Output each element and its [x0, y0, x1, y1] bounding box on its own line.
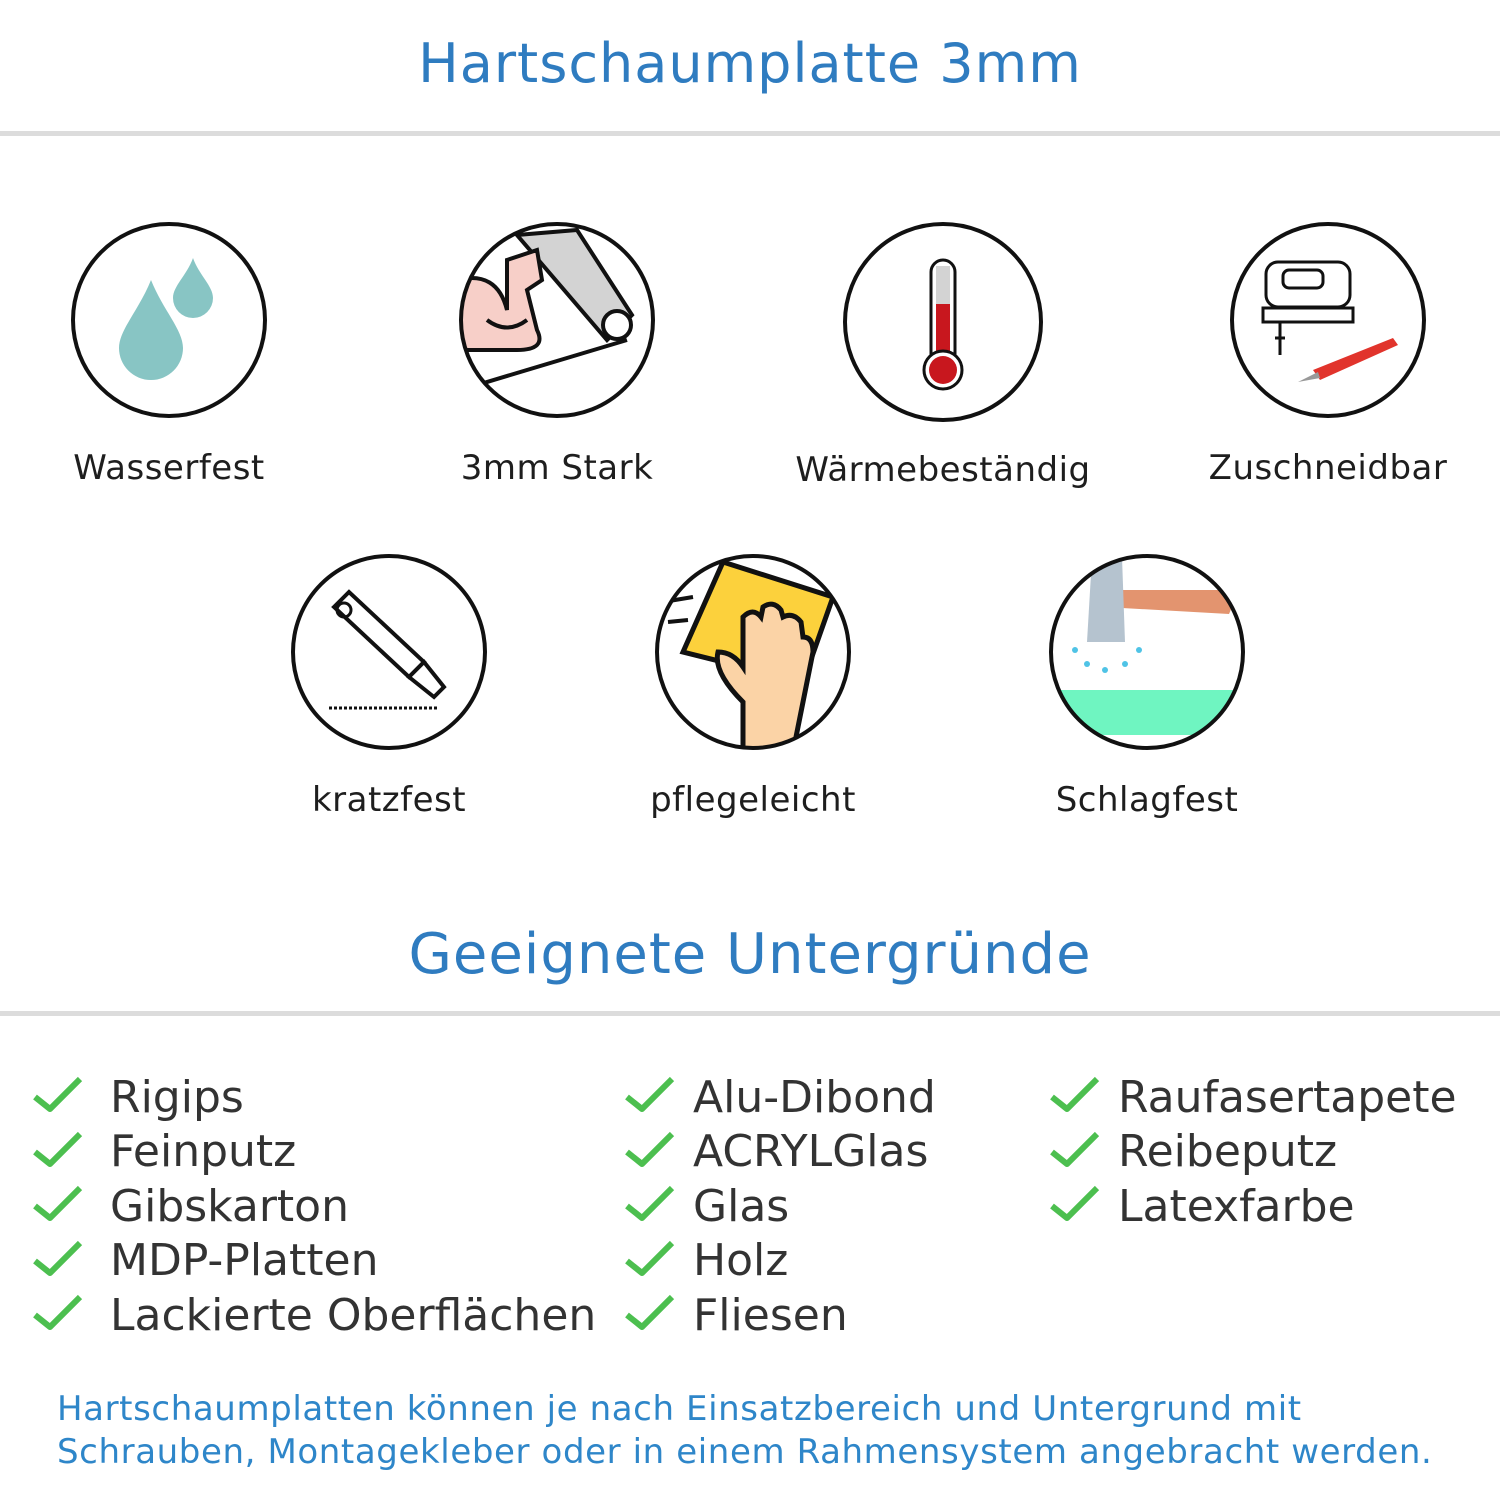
cutter-knife-icon [291, 554, 487, 750]
surface-item: Lackierte Oberflächen [33, 1288, 596, 1343]
feature-label: Wärmebeständig [795, 450, 1091, 490]
surface-label: ACRYLGlas [693, 1126, 929, 1178]
cleaning-hand-icon [655, 554, 851, 750]
surface-label: Holz [693, 1235, 789, 1287]
footer-line: Schrauben, Montagekleber oder in einem R… [57, 1432, 1433, 1472]
feature-label: Zuschneidbar [1208, 448, 1448, 488]
surface-item: ACRYLGlas [625, 1125, 936, 1180]
surface-label: Reibeputz [1118, 1126, 1338, 1178]
surface-label: Latexfarbe [1118, 1180, 1355, 1232]
footer-line: Hartschaumplatten können je nach Einsatz… [57, 1389, 1302, 1429]
feature-label: Wasserfest [73, 448, 265, 488]
surface-item: Raufasertapete [1050, 1070, 1457, 1125]
footer-note: Hartschaumplatten können je nach Einsatz… [57, 1388, 1432, 1474]
feature-label: Schlagfest [1055, 780, 1239, 820]
feature-schlagfest: Schlagfest [967, 552, 1327, 820]
check-icon [1050, 1186, 1100, 1222]
feature-waermebestaendig: Wärmebeständig [763, 222, 1123, 490]
feature-wasserfest: Wasserfest [0, 220, 349, 488]
surface-item: Reibeputz [1050, 1125, 1457, 1180]
surface-item: Alu-Dibond [625, 1070, 936, 1125]
feature-label: kratzfest [311, 780, 467, 820]
check-icon [625, 1186, 675, 1222]
check-icon [33, 1186, 83, 1222]
thermometer-icon [843, 222, 1043, 422]
check-icon [33, 1131, 83, 1167]
surface-column-3: Raufasertapete Reibeputz Latexfarbe [1050, 1070, 1457, 1234]
check-icon [33, 1077, 83, 1113]
surface-column-2: Alu-Dibond ACRYLGlas Glas Holz Fliesen [625, 1070, 936, 1343]
feature-label: pflegeleicht [650, 780, 856, 820]
surface-item: Latexfarbe [1050, 1179, 1457, 1234]
feature-kratzfest: kratzfest [209, 552, 569, 820]
check-icon [1050, 1131, 1100, 1167]
surface-label: Lackierte Oberflächen [110, 1289, 597, 1341]
water-drops-icon [71, 222, 267, 418]
section-title: Geeignete Untergründe [408, 922, 1092, 987]
surface-item: Feinputz [33, 1125, 596, 1180]
surface-label: Feinputz [110, 1126, 297, 1178]
surface-item: Fliesen [625, 1288, 936, 1343]
surface-item: Gibskarton [33, 1179, 596, 1234]
surface-item: Glas [625, 1179, 936, 1234]
feature-label: 3mm Stark [460, 448, 654, 488]
feature-zuschneidbar: Zuschneidbar [1148, 220, 1500, 488]
page-title: Hartschaumplatte 3mm [418, 32, 1082, 95]
surface-label: Alu-Dibond [693, 1071, 936, 1123]
hammer-icon [1049, 554, 1245, 750]
feature-3mm-stark: 3mm Stark [377, 220, 737, 488]
check-icon [625, 1240, 675, 1276]
surface-label: Raufasertapete [1118, 1071, 1457, 1123]
check-icon [625, 1295, 675, 1331]
surface-label: Glas [693, 1180, 790, 1232]
surface-label: Fliesen [693, 1289, 848, 1341]
divider [0, 1011, 1500, 1016]
divider [0, 131, 1500, 136]
surface-column-1: Rigips Feinputz Gibskarton MDP-Platten Lacki… [33, 1070, 596, 1343]
check-icon [1050, 1077, 1100, 1113]
surface-item: MDP-Platten [33, 1234, 596, 1289]
strong-arm-icon [459, 222, 655, 418]
jigsaw-cutter-icon [1230, 222, 1426, 418]
surface-label: Rigips [110, 1071, 244, 1123]
check-icon [625, 1077, 675, 1113]
surface-label: MDP-Platten [110, 1235, 379, 1287]
feature-pflegeleicht: pflegeleicht [573, 552, 933, 820]
check-icon [625, 1131, 675, 1167]
surface-item: Rigips [33, 1070, 596, 1125]
surface-item: Holz [625, 1234, 936, 1289]
check-icon [33, 1295, 83, 1331]
check-icon [33, 1240, 83, 1276]
surface-label: Gibskarton [110, 1180, 349, 1232]
